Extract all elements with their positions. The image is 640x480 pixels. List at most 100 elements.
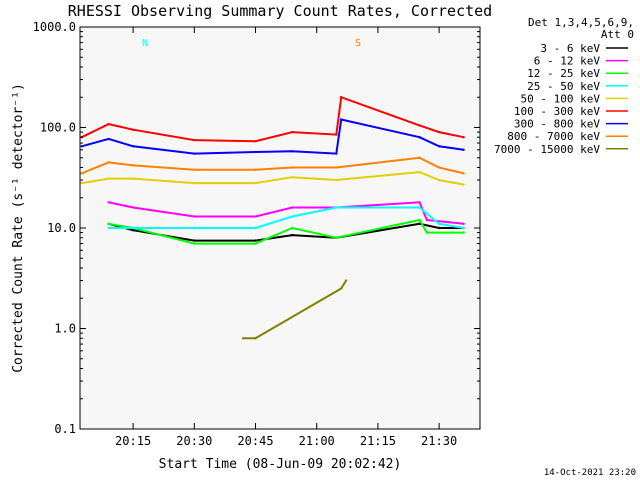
- legend-entry-label: 300 - 800 keV: [514, 118, 600, 131]
- data-point: [462, 172, 465, 175]
- data-point: [437, 166, 441, 169]
- data-point: [107, 177, 110, 180]
- data-point: [418, 170, 421, 174]
- x-tick-label: 20:30: [176, 434, 212, 448]
- data-point: [291, 215, 294, 218]
- data-point: [107, 122, 110, 126]
- data-point: [254, 168, 257, 171]
- data-point: [242, 337, 245, 340]
- data-point: [291, 150, 294, 153]
- x-tick-label: 21:00: [299, 434, 335, 448]
- data-point: [131, 145, 135, 148]
- legend-header: Att 0: [601, 28, 634, 41]
- data-point: [107, 161, 110, 164]
- data-point: [254, 239, 257, 242]
- data-point: [193, 138, 196, 142]
- data-point: [107, 137, 110, 141]
- data-point: [339, 118, 343, 121]
- legend-entry-label: 100 - 300 keV: [514, 105, 600, 118]
- data-point: [437, 145, 441, 148]
- data-point: [335, 236, 338, 239]
- y-tick-label: 100.0: [40, 121, 76, 135]
- data-point: [107, 201, 110, 204]
- data-point: [254, 215, 257, 218]
- data-point: [193, 152, 196, 155]
- chart-title: RHESSI Observing Summary Count Rates, Co…: [68, 2, 492, 20]
- data-point: [193, 226, 196, 230]
- data-point: [291, 233, 294, 237]
- x-axis-label: Start Time (08-Jun-09 20:02:42): [159, 457, 402, 472]
- legend-header: Det 1,3,4,5,6,9,: [528, 16, 634, 29]
- data-point: [193, 239, 196, 242]
- data-point: [425, 231, 429, 234]
- data-point: [335, 178, 338, 182]
- y-tick-label: 1.0: [54, 322, 76, 336]
- legend-entry-label: 800 - 7000 keV: [507, 130, 600, 143]
- y-tick-label: 0.1: [54, 422, 76, 436]
- x-tick-label: 21:15: [360, 434, 396, 448]
- data-point: [193, 168, 196, 171]
- data-point: [462, 136, 465, 139]
- data-point: [335, 133, 338, 136]
- data-point: [193, 181, 196, 185]
- data-point: [254, 226, 257, 230]
- data-point: [131, 164, 135, 167]
- x-tick-label: 21:30: [421, 434, 457, 448]
- data-point: [344, 279, 348, 282]
- series-line-4: [81, 171, 464, 186]
- legend-entry-label: 50 - 100 keV: [521, 92, 601, 105]
- data-point: [131, 226, 135, 230]
- data-point: [291, 130, 294, 134]
- data-point: [254, 150, 257, 154]
- data-point: [107, 226, 110, 230]
- x-tick-label: 20:15: [115, 434, 151, 448]
- data-point: [254, 181, 257, 185]
- data-point: [254, 337, 257, 340]
- annotation-label: N: [142, 38, 148, 49]
- data-point: [418, 136, 421, 139]
- data-point: [418, 124, 421, 127]
- y-tick-label: 10.0: [47, 221, 76, 235]
- data-point: [339, 96, 343, 99]
- data-point: [437, 226, 441, 230]
- data-point: [335, 166, 338, 169]
- data-point: [339, 287, 343, 290]
- data-point: [462, 222, 465, 226]
- legend-entry-label: 7000 - 15000 keV: [494, 143, 600, 156]
- legend-entry-label: 3 - 6 keV: [540, 42, 600, 55]
- data-point: [418, 222, 421, 226]
- x-tick-label: 20:45: [237, 434, 273, 448]
- footer-date: 14-Oct-2021 23:20: [544, 468, 636, 478]
- data-point: [418, 218, 421, 222]
- data-point: [462, 183, 465, 186]
- data-point: [437, 222, 441, 226]
- legend-entry-label: 25 - 50 keV: [527, 80, 600, 93]
- data-point: [437, 130, 441, 134]
- y-tick-label: 1000.0: [33, 20, 76, 34]
- series-line-8: [243, 279, 347, 340]
- data-point: [193, 242, 196, 245]
- series-line-7: [81, 156, 464, 175]
- data-point: [131, 206, 135, 209]
- data-point: [291, 166, 294, 169]
- data-point: [437, 178, 441, 182]
- data-point: [335, 206, 338, 209]
- data-point: [80, 145, 83, 148]
- data-point: [131, 177, 135, 180]
- data-point: [291, 226, 294, 230]
- legend-entry-label: 6 - 12 keV: [534, 55, 601, 68]
- data-point: [291, 206, 294, 209]
- data-point: [335, 152, 338, 155]
- data-point: [131, 229, 135, 232]
- data-point: [291, 176, 294, 179]
- data-point: [418, 156, 421, 159]
- data-point: [462, 226, 465, 230]
- data-point: [131, 128, 135, 131]
- data-point: [80, 181, 83, 185]
- y-axis-label: Corrected Count Rate (s⁻¹ detector⁻¹): [11, 83, 26, 373]
- data-point: [80, 172, 83, 175]
- data-point: [418, 206, 421, 209]
- data-point: [254, 140, 257, 143]
- data-point: [254, 242, 257, 245]
